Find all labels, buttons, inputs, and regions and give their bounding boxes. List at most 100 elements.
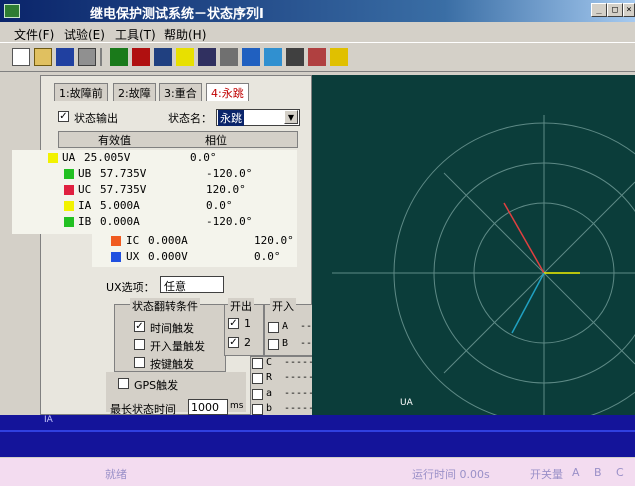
binary-out-2-checkbox[interactable]: ✓ [228, 337, 239, 348]
binary-in-a-name: A [282, 321, 289, 332]
row-phase-uc[interactable]: 120.0° [206, 183, 246, 196]
ub-vector [511, 272, 545, 334]
help-icon[interactable] [330, 48, 348, 66]
tab-permanent-trip[interactable]: 4:永跳 [206, 83, 249, 101]
row-phase-ux[interactable]: 0.0° [254, 250, 281, 263]
max-time-value: 1000 [191, 401, 219, 414]
row-name-ux: UX [126, 250, 140, 263]
binary-in-b-checkbox[interactable] [268, 339, 279, 350]
row-phase-ua[interactable]: 0.0° [190, 151, 217, 164]
status-flag-c: C [616, 466, 624, 479]
window-title: 继电保护测试系统－状态序列Ⅰ [90, 7, 264, 22]
row-name-ib: IB [78, 215, 92, 228]
max-time-input[interactable] [188, 399, 228, 415]
row-value-ia[interactable]: 5.000A [100, 199, 140, 212]
menu-help[interactable]: 帮助(H) [164, 28, 207, 42]
quantity-table-body-lower [92, 231, 297, 267]
new-icon[interactable] [12, 48, 30, 66]
time-trigger-label: 时间触发 [150, 322, 194, 335]
col-phase: 相位 [205, 134, 227, 147]
row-phase-ib[interactable]: -120.0° [206, 215, 253, 228]
title-bar [0, 0, 635, 22]
binary-in-b2-time: ------ms [284, 403, 333, 414]
maximize-button[interactable]: □ [607, 3, 623, 17]
state-output-label: 状态输出 [74, 112, 118, 125]
binary-out-1-checkbox[interactable]: ✓ [228, 318, 239, 329]
row-phase-ub[interactable]: -120.0° [206, 167, 253, 180]
tab-reclose[interactable]: 3:重合 [159, 83, 202, 101]
menu-test[interactable]: 试验(E) [64, 28, 105, 42]
stop-icon[interactable] [132, 48, 150, 66]
menu-tools[interactable]: 工具(T) [115, 28, 156, 42]
row-value-uc[interactable]: 57.735V [100, 183, 147, 196]
waveform-label-ua: UA [400, 398, 413, 408]
close-button[interactable]: × [623, 3, 635, 17]
binary-trigger-checkbox[interactable] [134, 339, 145, 350]
max-time-unit: ms [230, 401, 244, 411]
key-trigger-checkbox[interactable] [134, 357, 145, 368]
binary-in-b2-name: b [266, 403, 273, 414]
binary-in-c-checkbox[interactable] [252, 358, 263, 369]
color-swatch-ib [64, 217, 74, 227]
calc-icon[interactable] [264, 48, 282, 66]
settings-icon[interactable] [220, 48, 238, 66]
row-value-ub[interactable]: 57.735V [100, 167, 147, 180]
undo-icon[interactable] [176, 48, 194, 66]
row-value-ux[interactable]: 0.000V [148, 250, 188, 263]
binary-out-2-label: 2 [244, 336, 251, 349]
waveform-baseline [0, 430, 635, 432]
binary-in-a-checkbox[interactable] [268, 322, 279, 333]
minimize-button[interactable]: _ [591, 3, 607, 17]
trigger-group-label: 状态翻转条件 [130, 298, 200, 314]
status-flag-b: B [594, 466, 602, 479]
binary-in-b-name: B [282, 338, 289, 349]
row-value-ib[interactable]: 0.000A [100, 215, 140, 228]
binary-in-r-checkbox[interactable] [252, 373, 263, 384]
row-value-ic[interactable]: 0.000A [148, 234, 188, 247]
quantity-table-body [12, 150, 297, 234]
pause-icon[interactable] [154, 48, 172, 66]
ux-option-select[interactable] [160, 276, 224, 293]
binary-in-a2-checkbox[interactable] [252, 389, 263, 400]
chart-icon[interactable] [242, 48, 260, 66]
menu-file[interactable]: 文件(F) [14, 28, 55, 42]
chevron-down-icon[interactable]: ▼ [284, 110, 298, 124]
ux-option-label: UX选项： [106, 281, 155, 294]
open-icon[interactable] [34, 48, 52, 66]
time-trigger-checkbox[interactable]: ✓ [134, 321, 145, 332]
ux-option-value: 任意 [164, 280, 186, 293]
binary-in-r-name: R [266, 372, 273, 383]
polar-grid [332, 115, 635, 415]
report-icon[interactable] [286, 48, 304, 66]
binary-in-a2-name: a [266, 388, 273, 399]
redo-icon[interactable] [198, 48, 216, 66]
run-icon[interactable] [110, 48, 128, 66]
row-name-ua: UA [62, 151, 76, 164]
tab-prefault[interactable]: 1:故障前 [54, 83, 108, 101]
binary-in-b2-checkbox[interactable] [252, 404, 263, 415]
app-icon [4, 4, 20, 18]
toolbar-separator [100, 48, 102, 66]
state-output-checkbox[interactable]: ✓ [58, 111, 69, 122]
tools-icon[interactable] [308, 48, 326, 66]
color-swatch-ub [64, 169, 74, 179]
color-swatch-ia [64, 201, 74, 211]
save-icon[interactable] [56, 48, 74, 66]
gps-trigger-label: GPS触发 [134, 379, 179, 392]
binary-in-a2-time: ------ms [284, 388, 333, 399]
quantity-table-header [58, 131, 298, 148]
row-phase-ia[interactable]: 0.0° [206, 199, 233, 212]
print-icon[interactable] [78, 48, 96, 66]
row-name-ic: IC [126, 234, 140, 247]
gps-trigger-checkbox[interactable] [118, 378, 129, 389]
binary-out-label: 开出 [228, 298, 254, 314]
status-flag-a: A [572, 466, 580, 479]
row-value-ua[interactable]: 25.005V [84, 151, 131, 164]
tab-fault[interactable]: 2:故障 [113, 83, 156, 101]
color-swatch-ic [111, 236, 121, 246]
status-run-time: 运行时间 0.00s [412, 468, 490, 481]
binary-in-c-time: ------ms [284, 357, 333, 368]
menu-bar [0, 22, 635, 42]
waveform-strip [0, 415, 635, 457]
row-phase-ic[interactable]: 120.0° [254, 234, 294, 247]
